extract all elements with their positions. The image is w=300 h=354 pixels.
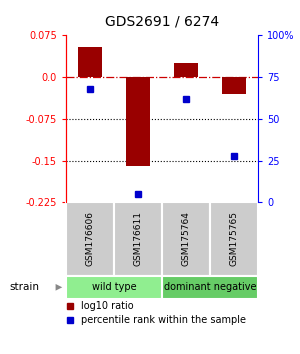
Bar [162, 276, 258, 299]
Text: wild type: wild type [92, 282, 136, 292]
Bar [174, 63, 198, 77]
Text: GSM176606: GSM176606 [85, 211, 94, 267]
Text: strain: strain [10, 282, 40, 292]
Bar [126, 77, 150, 166]
Text: log10 ratio: log10 ratio [81, 301, 134, 311]
Bar [222, 77, 246, 94]
Bar [210, 202, 258, 276]
Text: percentile rank within the sample: percentile rank within the sample [81, 315, 246, 325]
Text: GSM175765: GSM175765 [230, 211, 238, 267]
Bar [66, 202, 114, 276]
Bar [162, 202, 210, 276]
Text: dominant negative: dominant negative [164, 282, 256, 292]
Text: GSM175764: GSM175764 [182, 211, 190, 266]
Bar [114, 202, 162, 276]
Bar [66, 276, 162, 299]
Text: GSM176611: GSM176611 [134, 211, 142, 267]
Text: GDS2691 / 6274: GDS2691 / 6274 [105, 14, 219, 28]
Bar [78, 46, 102, 77]
